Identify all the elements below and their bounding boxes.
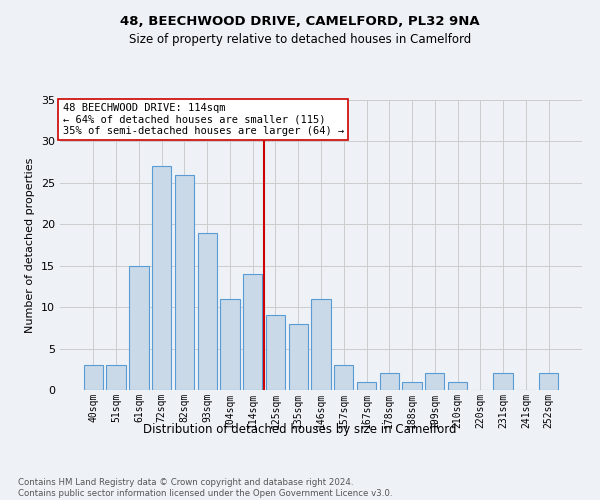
Bar [220,299,239,390]
Bar [129,266,149,390]
Bar [448,382,467,390]
Bar [243,274,262,390]
Bar [311,299,331,390]
Y-axis label: Number of detached properties: Number of detached properties [25,158,35,332]
Bar [334,365,353,390]
Bar [425,374,445,390]
Bar [175,174,194,390]
Text: Size of property relative to detached houses in Camelford: Size of property relative to detached ho… [129,32,471,46]
Bar [380,374,399,390]
Bar [106,365,126,390]
Bar [493,374,513,390]
Bar [357,382,376,390]
Bar [266,316,285,390]
Text: 48, BEECHWOOD DRIVE, CAMELFORD, PL32 9NA: 48, BEECHWOOD DRIVE, CAMELFORD, PL32 9NA [120,15,480,28]
Bar [84,365,103,390]
Bar [539,374,558,390]
Text: Distribution of detached houses by size in Camelford: Distribution of detached houses by size … [143,422,457,436]
Bar [197,232,217,390]
Text: 48 BEECHWOOD DRIVE: 114sqm
← 64% of detached houses are smaller (115)
35% of sem: 48 BEECHWOOD DRIVE: 114sqm ← 64% of deta… [62,103,344,136]
Bar [152,166,172,390]
Bar [403,382,422,390]
Bar [289,324,308,390]
Text: Contains HM Land Registry data © Crown copyright and database right 2024.
Contai: Contains HM Land Registry data © Crown c… [18,478,392,498]
